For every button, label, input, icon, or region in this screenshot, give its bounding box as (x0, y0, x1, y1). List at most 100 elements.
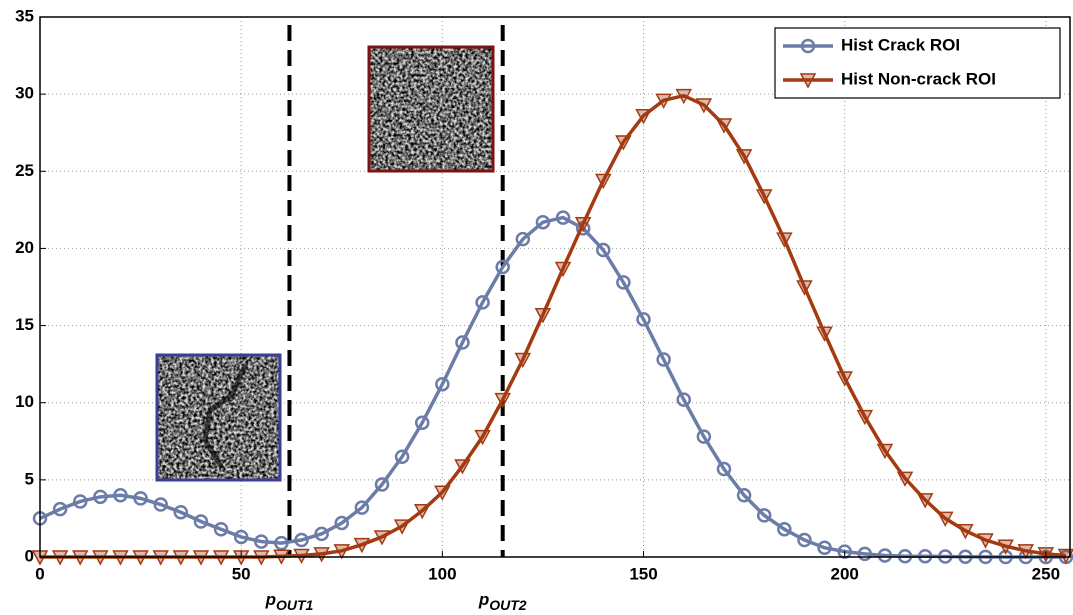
inset-crack (155, 353, 282, 482)
y-tick-label: 10 (15, 392, 34, 411)
marker (896, 471, 914, 487)
marker (213, 521, 229, 537)
marker (595, 173, 612, 190)
marker (876, 443, 894, 460)
marker (52, 501, 68, 517)
marker (515, 231, 531, 247)
x-tick-label: 200 (831, 564, 859, 583)
marker (313, 547, 330, 563)
marker (413, 503, 431, 520)
marker (615, 135, 632, 151)
marker (636, 312, 651, 327)
marker (373, 530, 391, 546)
marker (494, 392, 511, 409)
marker (353, 537, 371, 554)
marker (715, 118, 733, 134)
marker (274, 535, 289, 551)
y-tick-label: 20 (15, 238, 34, 257)
y-tick-label: 35 (15, 6, 34, 25)
marker (233, 529, 249, 545)
marker (435, 376, 450, 392)
marker (916, 493, 934, 509)
marker (735, 149, 753, 165)
legend-marker (799, 73, 817, 89)
legend-label: Hist Non-crack ROI (841, 69, 996, 88)
axes-frame (39, 16, 1071, 558)
marker (1017, 544, 1034, 560)
marker (113, 488, 128, 503)
marker (555, 210, 571, 225)
marker (434, 485, 451, 501)
marker (333, 544, 351, 560)
marker (414, 415, 430, 431)
marker (695, 98, 713, 114)
threshold-label: pOUT2 (478, 590, 527, 612)
marker (796, 280, 813, 296)
marker (93, 489, 108, 505)
marker (354, 500, 370, 515)
marker (133, 491, 148, 506)
marker (394, 449, 410, 464)
x-tick-label: 100 (428, 564, 456, 583)
marker (797, 532, 812, 548)
legend-box (774, 27, 1061, 99)
marker (514, 352, 532, 369)
marker (957, 524, 974, 540)
legend-label: Hist Crack ROI (841, 35, 960, 54)
y-tick-label: 0 (25, 546, 34, 565)
marker (474, 429, 491, 446)
x-tick-label: 250 (1032, 564, 1060, 583)
y-tick-label: 5 (25, 469, 34, 488)
marker (294, 532, 309, 548)
legend-marker (800, 38, 816, 54)
marker (574, 216, 592, 233)
marker (856, 409, 874, 426)
marker (676, 392, 691, 407)
marker (937, 511, 954, 528)
marker (616, 275, 631, 290)
marker (193, 514, 209, 529)
marker (877, 548, 893, 563)
marker (454, 459, 471, 475)
marker (736, 488, 752, 503)
marker (635, 108, 652, 125)
x-tick-label: 50 (232, 564, 251, 583)
threshold-label-main: p (265, 590, 276, 609)
marker (535, 214, 551, 230)
marker (393, 519, 411, 535)
legend: Hist Crack ROI Hist Non-crack ROI (774, 27, 1061, 99)
marker (897, 548, 913, 564)
marker (755, 189, 773, 205)
marker (777, 521, 792, 537)
marker (495, 259, 510, 275)
marker (675, 88, 693, 105)
y-tick-label: 15 (15, 315, 34, 334)
marker (334, 515, 350, 531)
marker (596, 242, 611, 258)
marker (554, 261, 572, 278)
threshold-label-main: p (478, 590, 489, 609)
marker (455, 335, 470, 350)
marker (756, 508, 772, 523)
marker (696, 429, 712, 444)
marker (254, 534, 269, 549)
marker (977, 533, 994, 549)
marker (153, 497, 168, 512)
marker (656, 352, 671, 367)
y-tick-label: 30 (15, 84, 34, 103)
marker (293, 548, 310, 565)
marker (173, 505, 189, 520)
threshold-label: pOUT1 (265, 590, 314, 612)
threshold-label-sub: OUT1 (276, 597, 314, 613)
y-tick-label: 25 (15, 161, 34, 180)
marker (72, 494, 88, 509)
series-line (39, 215, 1066, 559)
x-tick-label: 0 (35, 564, 44, 583)
marker (836, 371, 853, 387)
marker (534, 308, 552, 324)
threshold-label-sub: OUT2 (489, 597, 527, 613)
marker (374, 477, 390, 492)
inset-non-crack (367, 45, 495, 173)
marker (816, 326, 833, 342)
